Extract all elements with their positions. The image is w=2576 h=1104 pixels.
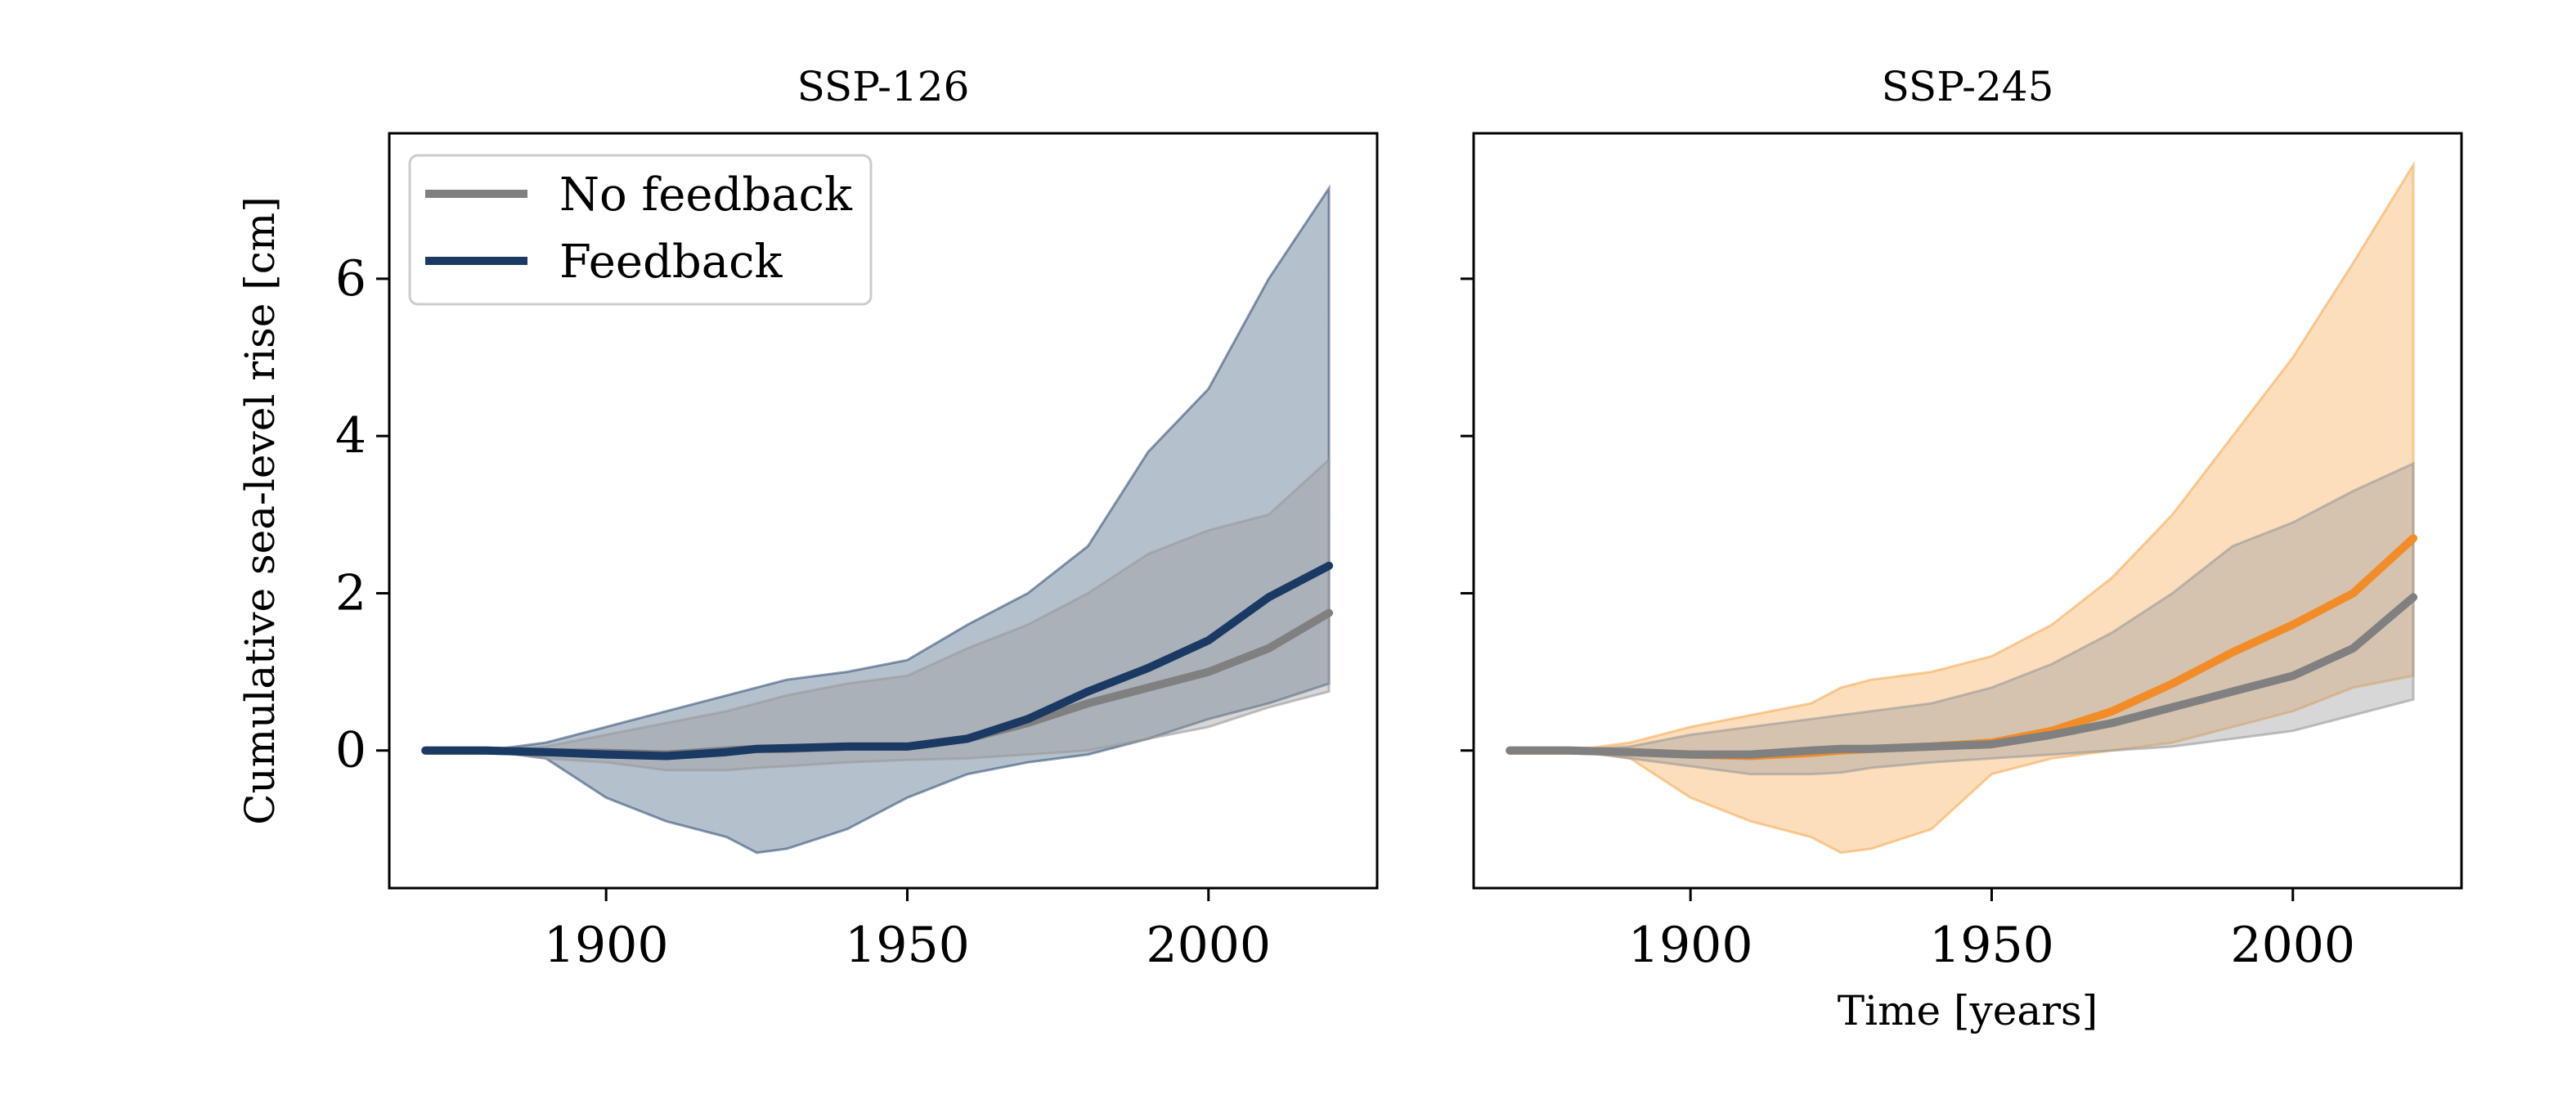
x-tick-label: 1900 [1628,917,1753,974]
plot-frame-2 [1472,132,2463,890]
y-tick-label: 0 [335,722,366,779]
legend-label: Feedback [559,236,783,289]
y-tick-label: 6 [335,250,366,307]
panel-title: SSP-245 [1882,63,2054,110]
x-tick-label: 2000 [1146,917,1271,974]
panel-title: SSP-126 [797,63,970,110]
band-feedback-2 [1510,160,2415,855]
band-nofeedback-2 [1510,461,2415,776]
x-tick-label: 1950 [845,917,970,974]
legend: No feedback Feedback [408,154,873,306]
x-tick-label: 2000 [2230,917,2355,974]
y-axis-label: Cumulative sea-level rise [cm] [236,196,284,824]
legend-label: No feedback [559,168,853,222]
plot-frame-1 [388,132,1379,890]
series-nofeedback-line-2 [1506,593,2418,759]
panel-1: 1900 1950 2000 0 2 4 6 SSP-126 Cumulative sea-le… [236,63,1379,974]
series-feedback-line-1 [421,561,1334,761]
x-axis-label: Time [years] [1838,987,2098,1034]
y-tick-label: 2 [335,564,366,622]
x-tick-label: 1900 [544,917,669,974]
panel-2: 1900 1950 2000 SSP-245 Time [years] [1461,63,2463,1034]
x-tick-label: 1950 [1929,917,2054,974]
band-nofeedback-1 [425,456,1331,772]
y-tick-label: 4 [335,407,366,464]
